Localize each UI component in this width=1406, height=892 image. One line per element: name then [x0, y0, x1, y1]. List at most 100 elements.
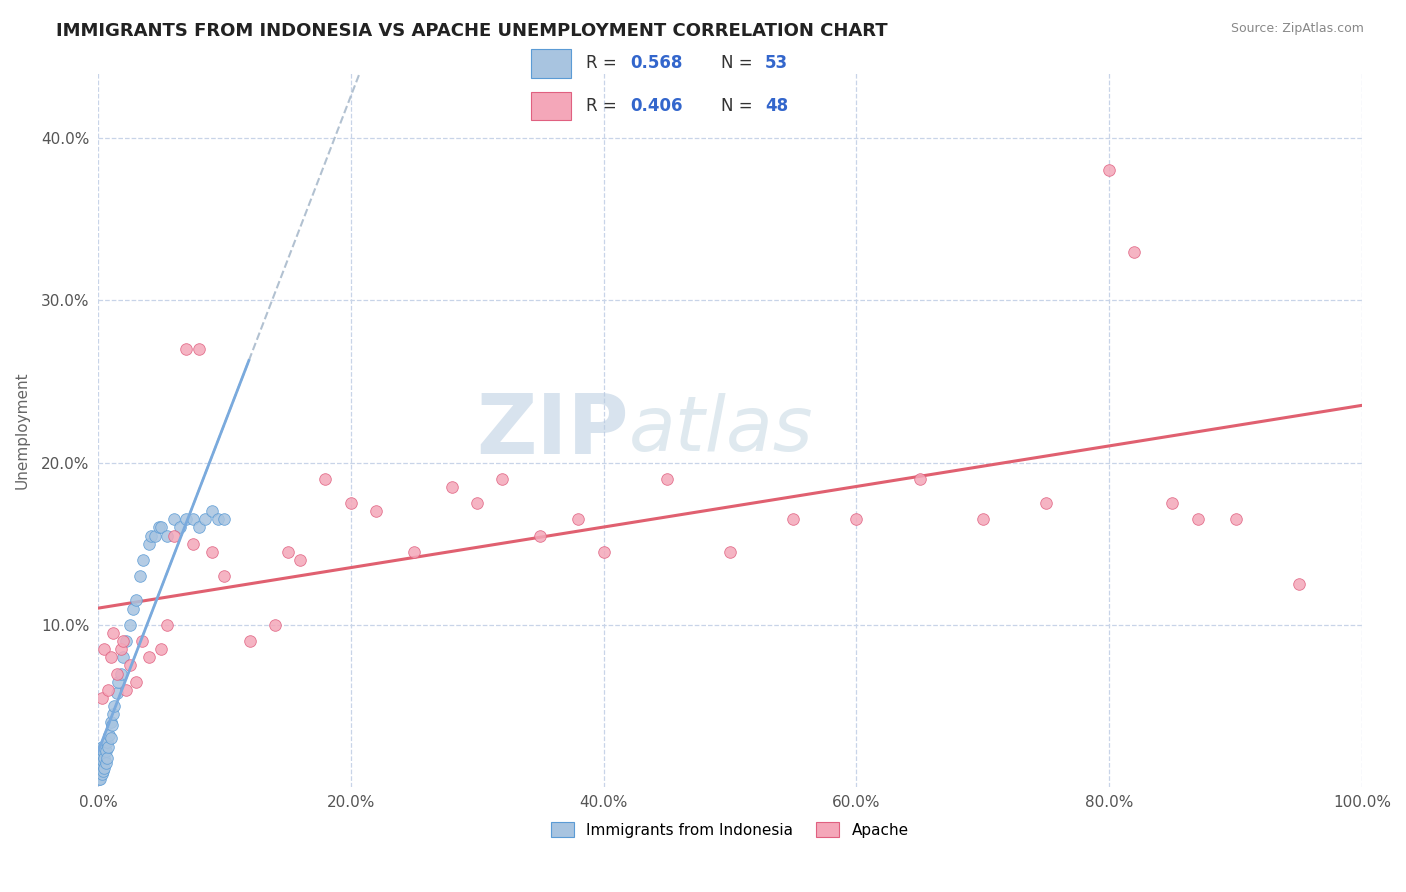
Point [96, 734, 118, 748]
Point [131, 634, 153, 648]
Point [98, 728, 121, 742]
Point [181, 512, 204, 526]
Text: 53: 53 [765, 54, 789, 72]
Point [782, 512, 804, 526]
Point [101, 707, 124, 722]
Text: Source: ZipAtlas.com: Source: ZipAtlas.com [1230, 22, 1364, 36]
Point [440, 480, 463, 494]
Point [118, 658, 141, 673]
Point [150, 520, 173, 534]
Point [290, 553, 312, 567]
Text: ZIP: ZIP [477, 390, 628, 471]
Point [101, 626, 124, 640]
Point [908, 472, 931, 486]
Point [112, 634, 135, 648]
Text: 0.406: 0.406 [630, 97, 682, 115]
Text: N =: N = [721, 54, 758, 72]
Text: N =: N = [721, 97, 758, 115]
Point [89, 756, 111, 770]
Point [91, 764, 114, 778]
Point [207, 512, 229, 526]
Point [1123, 244, 1146, 259]
Point [1225, 512, 1247, 526]
Point [90, 690, 112, 705]
Point [90, 739, 112, 754]
Point [91, 744, 114, 758]
Point [110, 642, 132, 657]
Point [132, 553, 155, 567]
Point [1187, 512, 1209, 526]
Point [201, 504, 224, 518]
Point [114, 682, 136, 697]
Point [188, 520, 211, 534]
Text: R =: R = [586, 54, 621, 72]
Point [163, 512, 186, 526]
Point [845, 512, 868, 526]
Point [139, 528, 162, 542]
Point [91, 754, 114, 768]
Point [118, 617, 141, 632]
Point [491, 472, 513, 486]
Point [93, 642, 115, 657]
Point [96, 751, 118, 765]
Point [107, 674, 129, 689]
Point [125, 674, 148, 689]
Point [93, 751, 115, 765]
Text: IMMIGRANTS FROM INDONESIA VS APACHE UNEMPLOYMENT CORRELATION CHART: IMMIGRANTS FROM INDONESIA VS APACHE UNEM… [56, 22, 887, 40]
Point [1288, 577, 1310, 591]
Point [148, 520, 170, 534]
FancyBboxPatch shape [531, 92, 571, 120]
Point [181, 537, 204, 551]
Point [97, 682, 120, 697]
Point [97, 739, 120, 754]
Point [90, 761, 112, 775]
Point [655, 472, 678, 486]
Point [214, 512, 236, 526]
Point [529, 528, 551, 542]
Point [94, 744, 117, 758]
Point [264, 617, 287, 632]
Point [364, 504, 387, 518]
Point [105, 686, 128, 700]
Point [128, 569, 150, 583]
Point [718, 545, 741, 559]
Point [114, 634, 136, 648]
Point [101, 718, 124, 732]
Point [169, 520, 191, 534]
Point [201, 545, 224, 559]
Point [402, 545, 425, 559]
Y-axis label: Unemployment: Unemployment [15, 371, 30, 489]
Point [188, 342, 211, 356]
Point [1035, 496, 1057, 510]
Point [100, 650, 122, 665]
Point [90, 767, 112, 781]
Point [100, 715, 122, 730]
Point [110, 666, 132, 681]
Point [156, 617, 179, 632]
Text: 48: 48 [765, 97, 789, 115]
Point [138, 650, 160, 665]
Point [105, 666, 128, 681]
Point [89, 772, 111, 786]
Point [125, 593, 148, 607]
Point [150, 642, 173, 657]
Point [972, 512, 994, 526]
Point [176, 512, 198, 526]
Text: R =: R = [586, 97, 621, 115]
Point [194, 512, 217, 526]
Point [89, 772, 111, 786]
Point [93, 761, 115, 775]
Point [94, 756, 117, 770]
Point [89, 764, 111, 778]
Legend: Immigrants from Indonesia, Apache: Immigrants from Indonesia, Apache [546, 815, 915, 844]
Point [93, 739, 115, 754]
Point [100, 731, 122, 746]
Text: atlas: atlas [628, 393, 813, 467]
Point [1161, 496, 1184, 510]
Point [90, 751, 112, 765]
Point [122, 601, 145, 615]
Point [339, 496, 361, 510]
Point [592, 545, 614, 559]
Point [112, 650, 135, 665]
Point [1098, 163, 1121, 178]
